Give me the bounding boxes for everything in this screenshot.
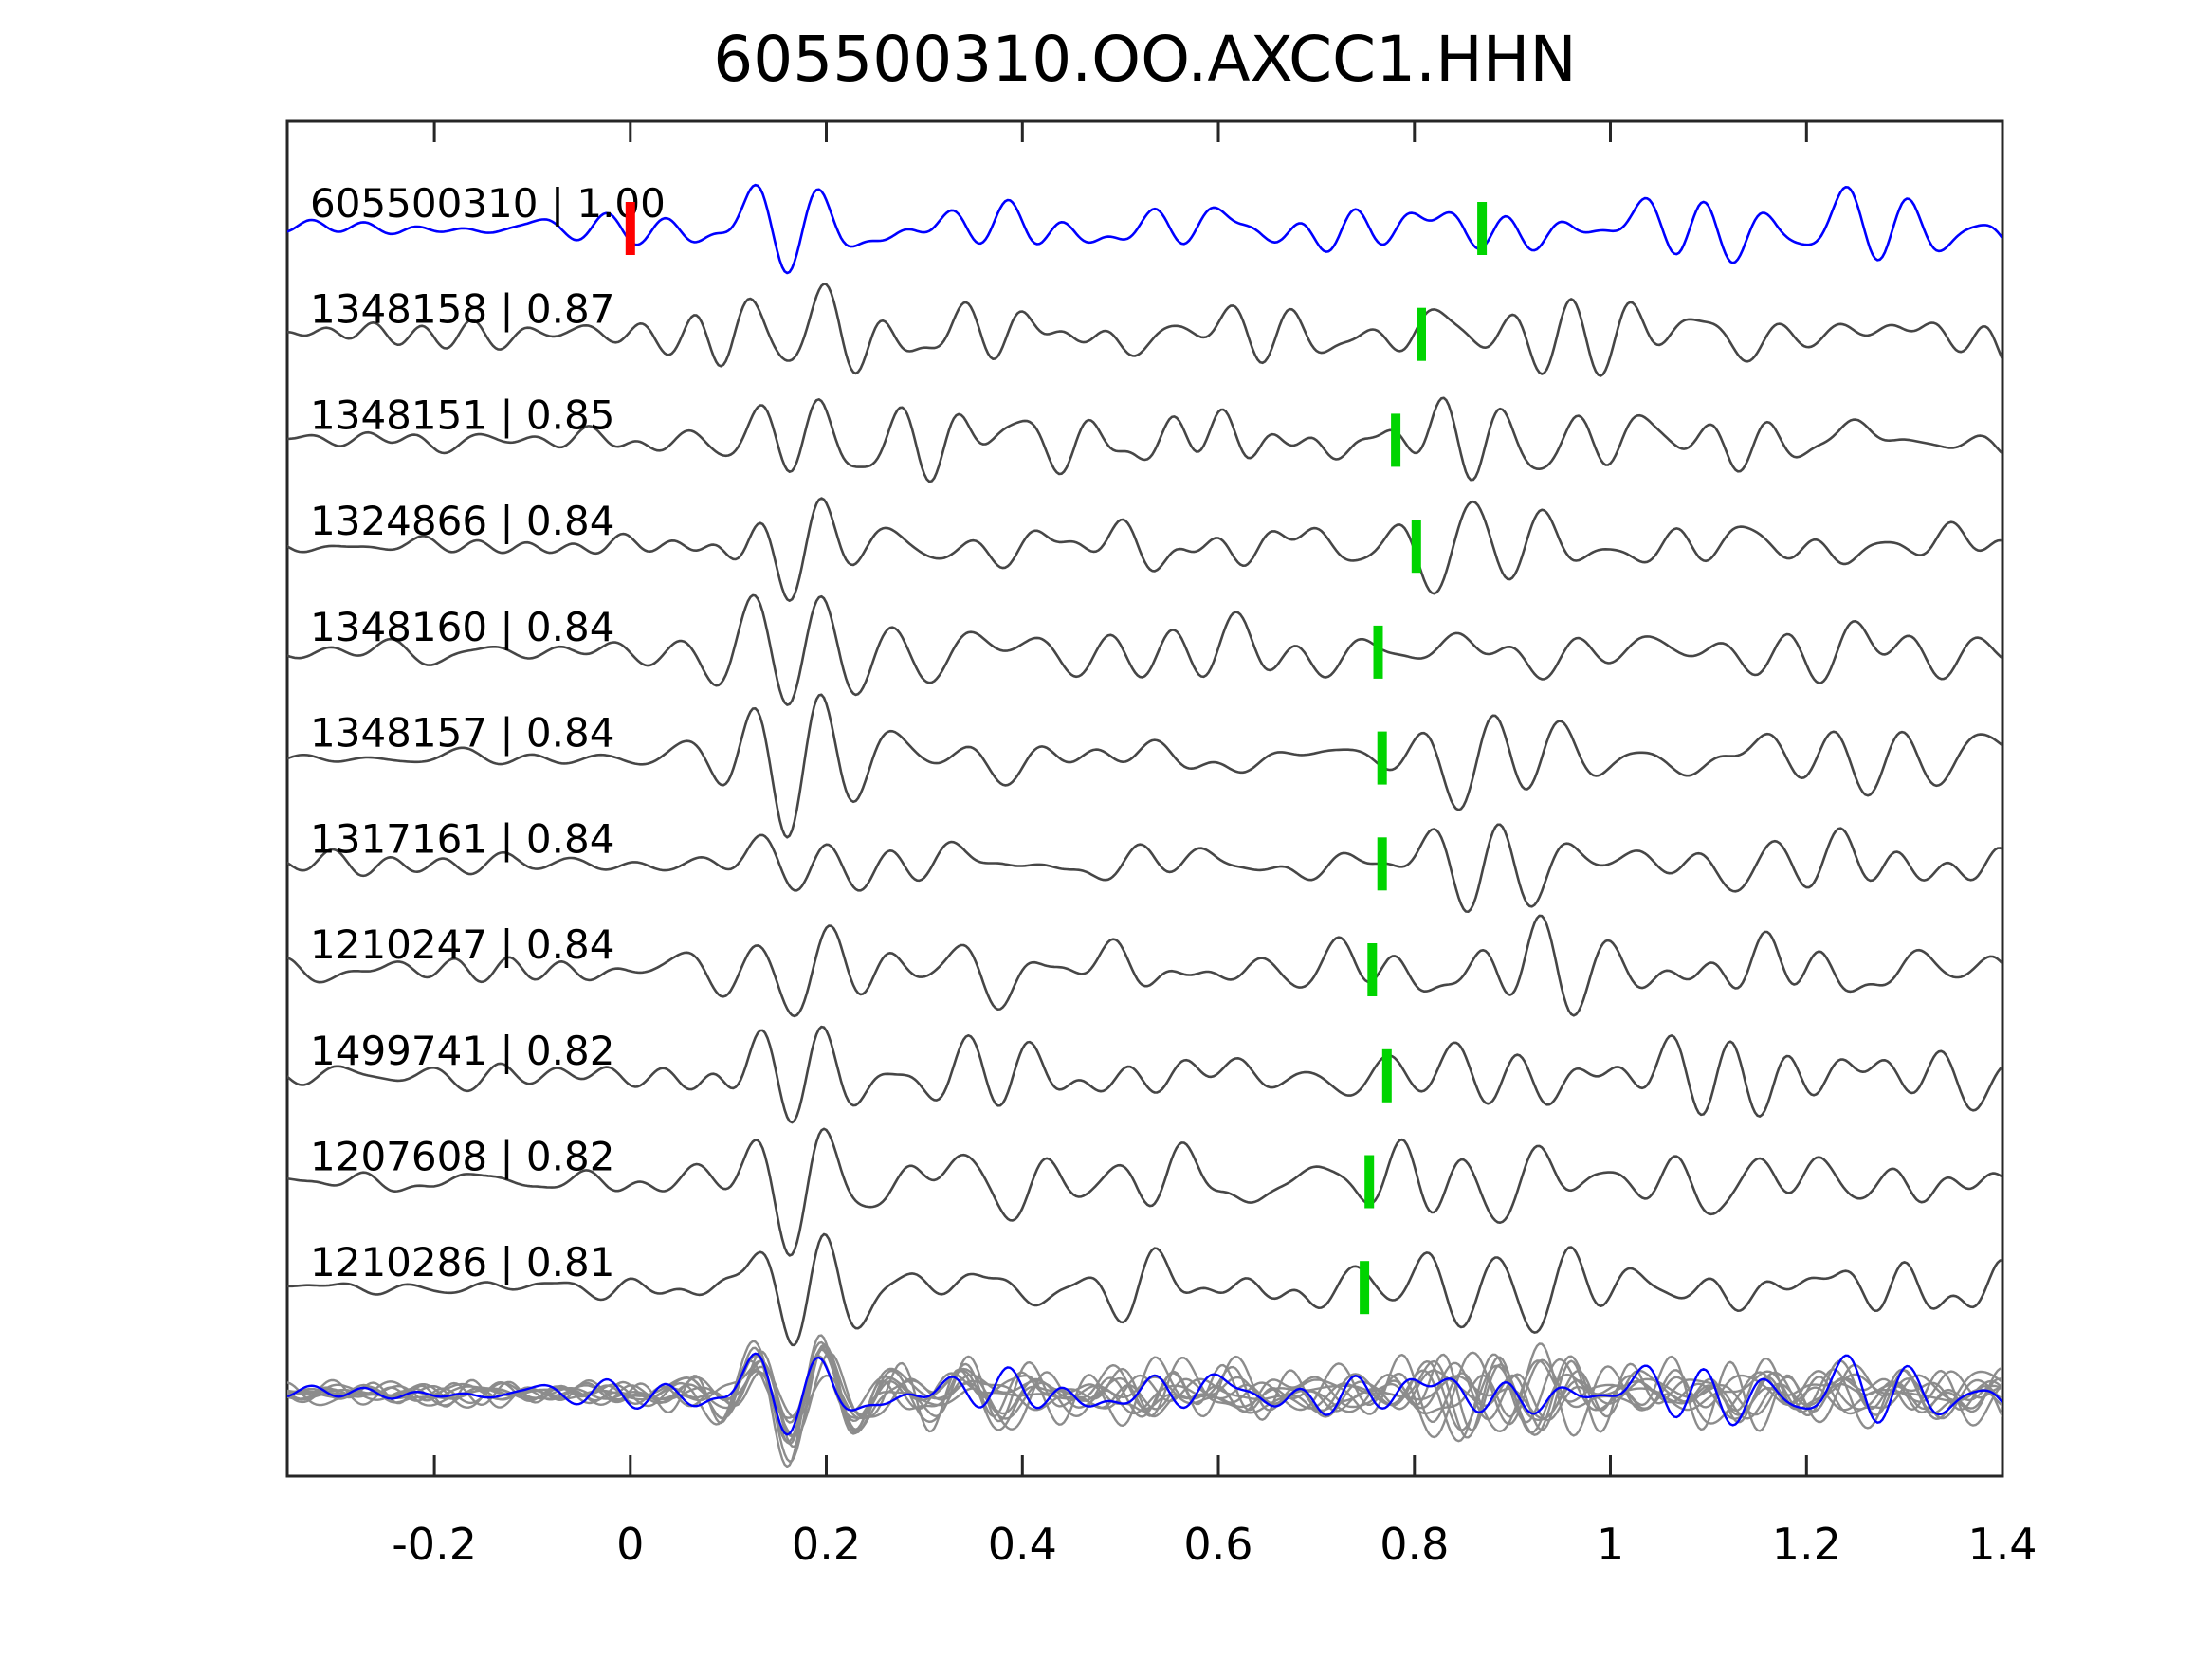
x-tick-label: 0 — [616, 1519, 644, 1570]
match-trace — [287, 693, 2002, 839]
template-trace — [287, 183, 2002, 275]
pick-marker — [1377, 731, 1387, 785]
trace-label: 1348158 | 0.87 — [310, 286, 614, 333]
overlay-traces — [287, 1334, 2002, 1468]
match-trace — [287, 1127, 2002, 1257]
pick-marker — [1360, 1261, 1370, 1315]
overlay-match-trace — [287, 1356, 2002, 1439]
x-tick-label: 0.8 — [1380, 1519, 1449, 1570]
x-tick-label: -0.2 — [392, 1519, 477, 1570]
overlay-match-trace — [287, 1343, 2002, 1463]
trace-label: 1499741 | 0.82 — [310, 1028, 614, 1074]
template-pick-marker — [625, 202, 635, 255]
x-tick-label: 1.2 — [1772, 1519, 1841, 1570]
trace-label: 1348160 | 0.84 — [310, 604, 614, 650]
pick-marker — [1364, 1155, 1375, 1209]
x-tick-label: 0.6 — [1183, 1519, 1252, 1570]
pick-marker — [1381, 1048, 1392, 1103]
trace-label: 1324866 | 0.84 — [310, 498, 614, 544]
match-trace — [287, 283, 2002, 377]
match-trace — [287, 1025, 2002, 1124]
pick-marker — [1373, 625, 1383, 679]
pick-marker — [1367, 943, 1378, 996]
trace-label: 605500310 | 1.00 — [310, 180, 666, 227]
match-trace — [287, 823, 2002, 913]
plot-frame — [285, 119, 2004, 1478]
match-trace — [287, 396, 2002, 483]
trace-label: 1210286 | 0.81 — [310, 1239, 614, 1285]
pick-marker — [1377, 837, 1387, 891]
x-tick-label: 1.4 — [1967, 1519, 2037, 1570]
match-trace — [287, 914, 2002, 1018]
match-trace — [287, 497, 2002, 602]
trace-label: 1210247 | 0.84 — [310, 921, 614, 968]
x-tick-label: 0.4 — [988, 1519, 1057, 1570]
x-tick-label: 1 — [1597, 1519, 1624, 1570]
pick-marker — [1417, 307, 1426, 361]
trace-label: 1317161 | 0.84 — [310, 815, 614, 862]
page-title: 605500310.OO.AXCC1.HHN — [713, 23, 1577, 96]
pick-marker — [1411, 520, 1421, 574]
overlay-template-trace — [287, 1352, 2002, 1436]
trace-label: 1348151 | 0.85 — [310, 392, 614, 438]
trace-label: 1348157 | 0.84 — [310, 710, 614, 757]
waveform-area — [287, 183, 2002, 1468]
trace-label: 1207608 | 0.82 — [310, 1134, 614, 1180]
overlay-match-trace — [287, 1347, 2002, 1438]
x-tick-label: 0.2 — [792, 1519, 861, 1570]
pick-marker — [1477, 202, 1488, 255]
match-trace — [287, 593, 2002, 706]
match-trace — [287, 1232, 2002, 1347]
pick-marker — [1391, 413, 1401, 467]
